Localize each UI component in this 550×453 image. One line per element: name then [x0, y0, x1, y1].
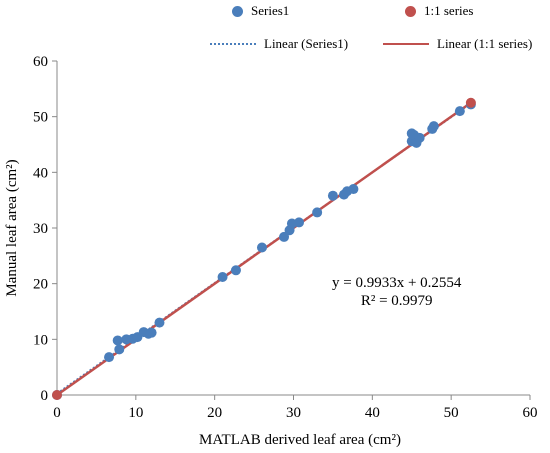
legend-item-linear-1to1: Linear (1:1 series)	[383, 36, 532, 52]
legend-label-1to1-series: 1:1 series	[424, 3, 474, 18]
legend-line-linear-1to1	[383, 43, 429, 45]
y-tick-label: 20	[33, 277, 48, 293]
y-tick-label: 0	[41, 388, 49, 404]
point-1-1-series	[52, 390, 62, 400]
point-series1	[279, 231, 290, 242]
point-series1	[414, 132, 425, 143]
r-squared-text: R² = 0.9979	[360, 293, 433, 309]
legend-item-series1: Series1	[232, 3, 289, 19]
x-axis-label: MATLAB derived leaf area (cm²)	[199, 432, 401, 448]
data-points	[52, 97, 476, 400]
legend: Series1 1:1 series Linear (Series1) Line…	[0, 0, 550, 60]
x-tick-label: 60	[523, 405, 538, 421]
point-series1	[230, 265, 241, 276]
equation-text: y = 0.9933x + 0.2554	[332, 275, 462, 291]
legend-item-1to1-series: 1:1 series	[405, 3, 473, 19]
x-tick-label: 50	[444, 405, 459, 421]
point-series1	[114, 344, 125, 355]
point-series1	[327, 190, 338, 201]
point-series1	[428, 121, 439, 132]
legend-label-linear-1to1: Linear (1:1 series)	[437, 36, 533, 51]
regression-equation: y = 0.9933x + 0.2554 R² = 0.9979	[332, 274, 461, 310]
point-series1	[217, 271, 228, 282]
point-series1	[104, 352, 115, 363]
legend-line-linear-series1	[210, 43, 256, 45]
x-tick-label: 10	[128, 405, 143, 421]
tick-labels: 0 10 20 30 40 50 60 0 10 20 30 40 50 60	[33, 54, 538, 421]
legend-label-linear-series1: Linear (Series1)	[264, 36, 349, 51]
y-tick-label: 30	[33, 221, 48, 237]
point-series1	[312, 207, 323, 218]
legend-marker-series1	[232, 5, 243, 17]
point-1-1-series	[465, 97, 476, 108]
y-tick-label: 40	[33, 165, 48, 181]
x-tick-label: 0	[53, 405, 61, 421]
y-tick-label: 10	[33, 332, 48, 348]
y-tick-label: 60	[33, 54, 48, 70]
axes	[52, 60, 531, 400]
legend-item-linear-series1: Linear (Series1)	[210, 36, 348, 52]
legend-marker-1to1-series	[405, 5, 416, 17]
point-series1	[348, 184, 359, 195]
point-series1	[454, 106, 465, 117]
x-tick-label: 30	[286, 405, 301, 421]
point-series1	[146, 327, 157, 338]
x-tick-label: 40	[365, 405, 380, 421]
point-series1	[294, 217, 305, 228]
point-series1	[256, 242, 267, 253]
point-series1	[154, 317, 165, 328]
point-series1	[112, 335, 123, 346]
x-tick-label: 20	[207, 405, 222, 421]
legend-label-series1: Series1	[251, 3, 290, 18]
y-tick-label: 50	[33, 110, 48, 126]
y-axis-label: Manual leaf area (cm²)	[4, 159, 20, 296]
